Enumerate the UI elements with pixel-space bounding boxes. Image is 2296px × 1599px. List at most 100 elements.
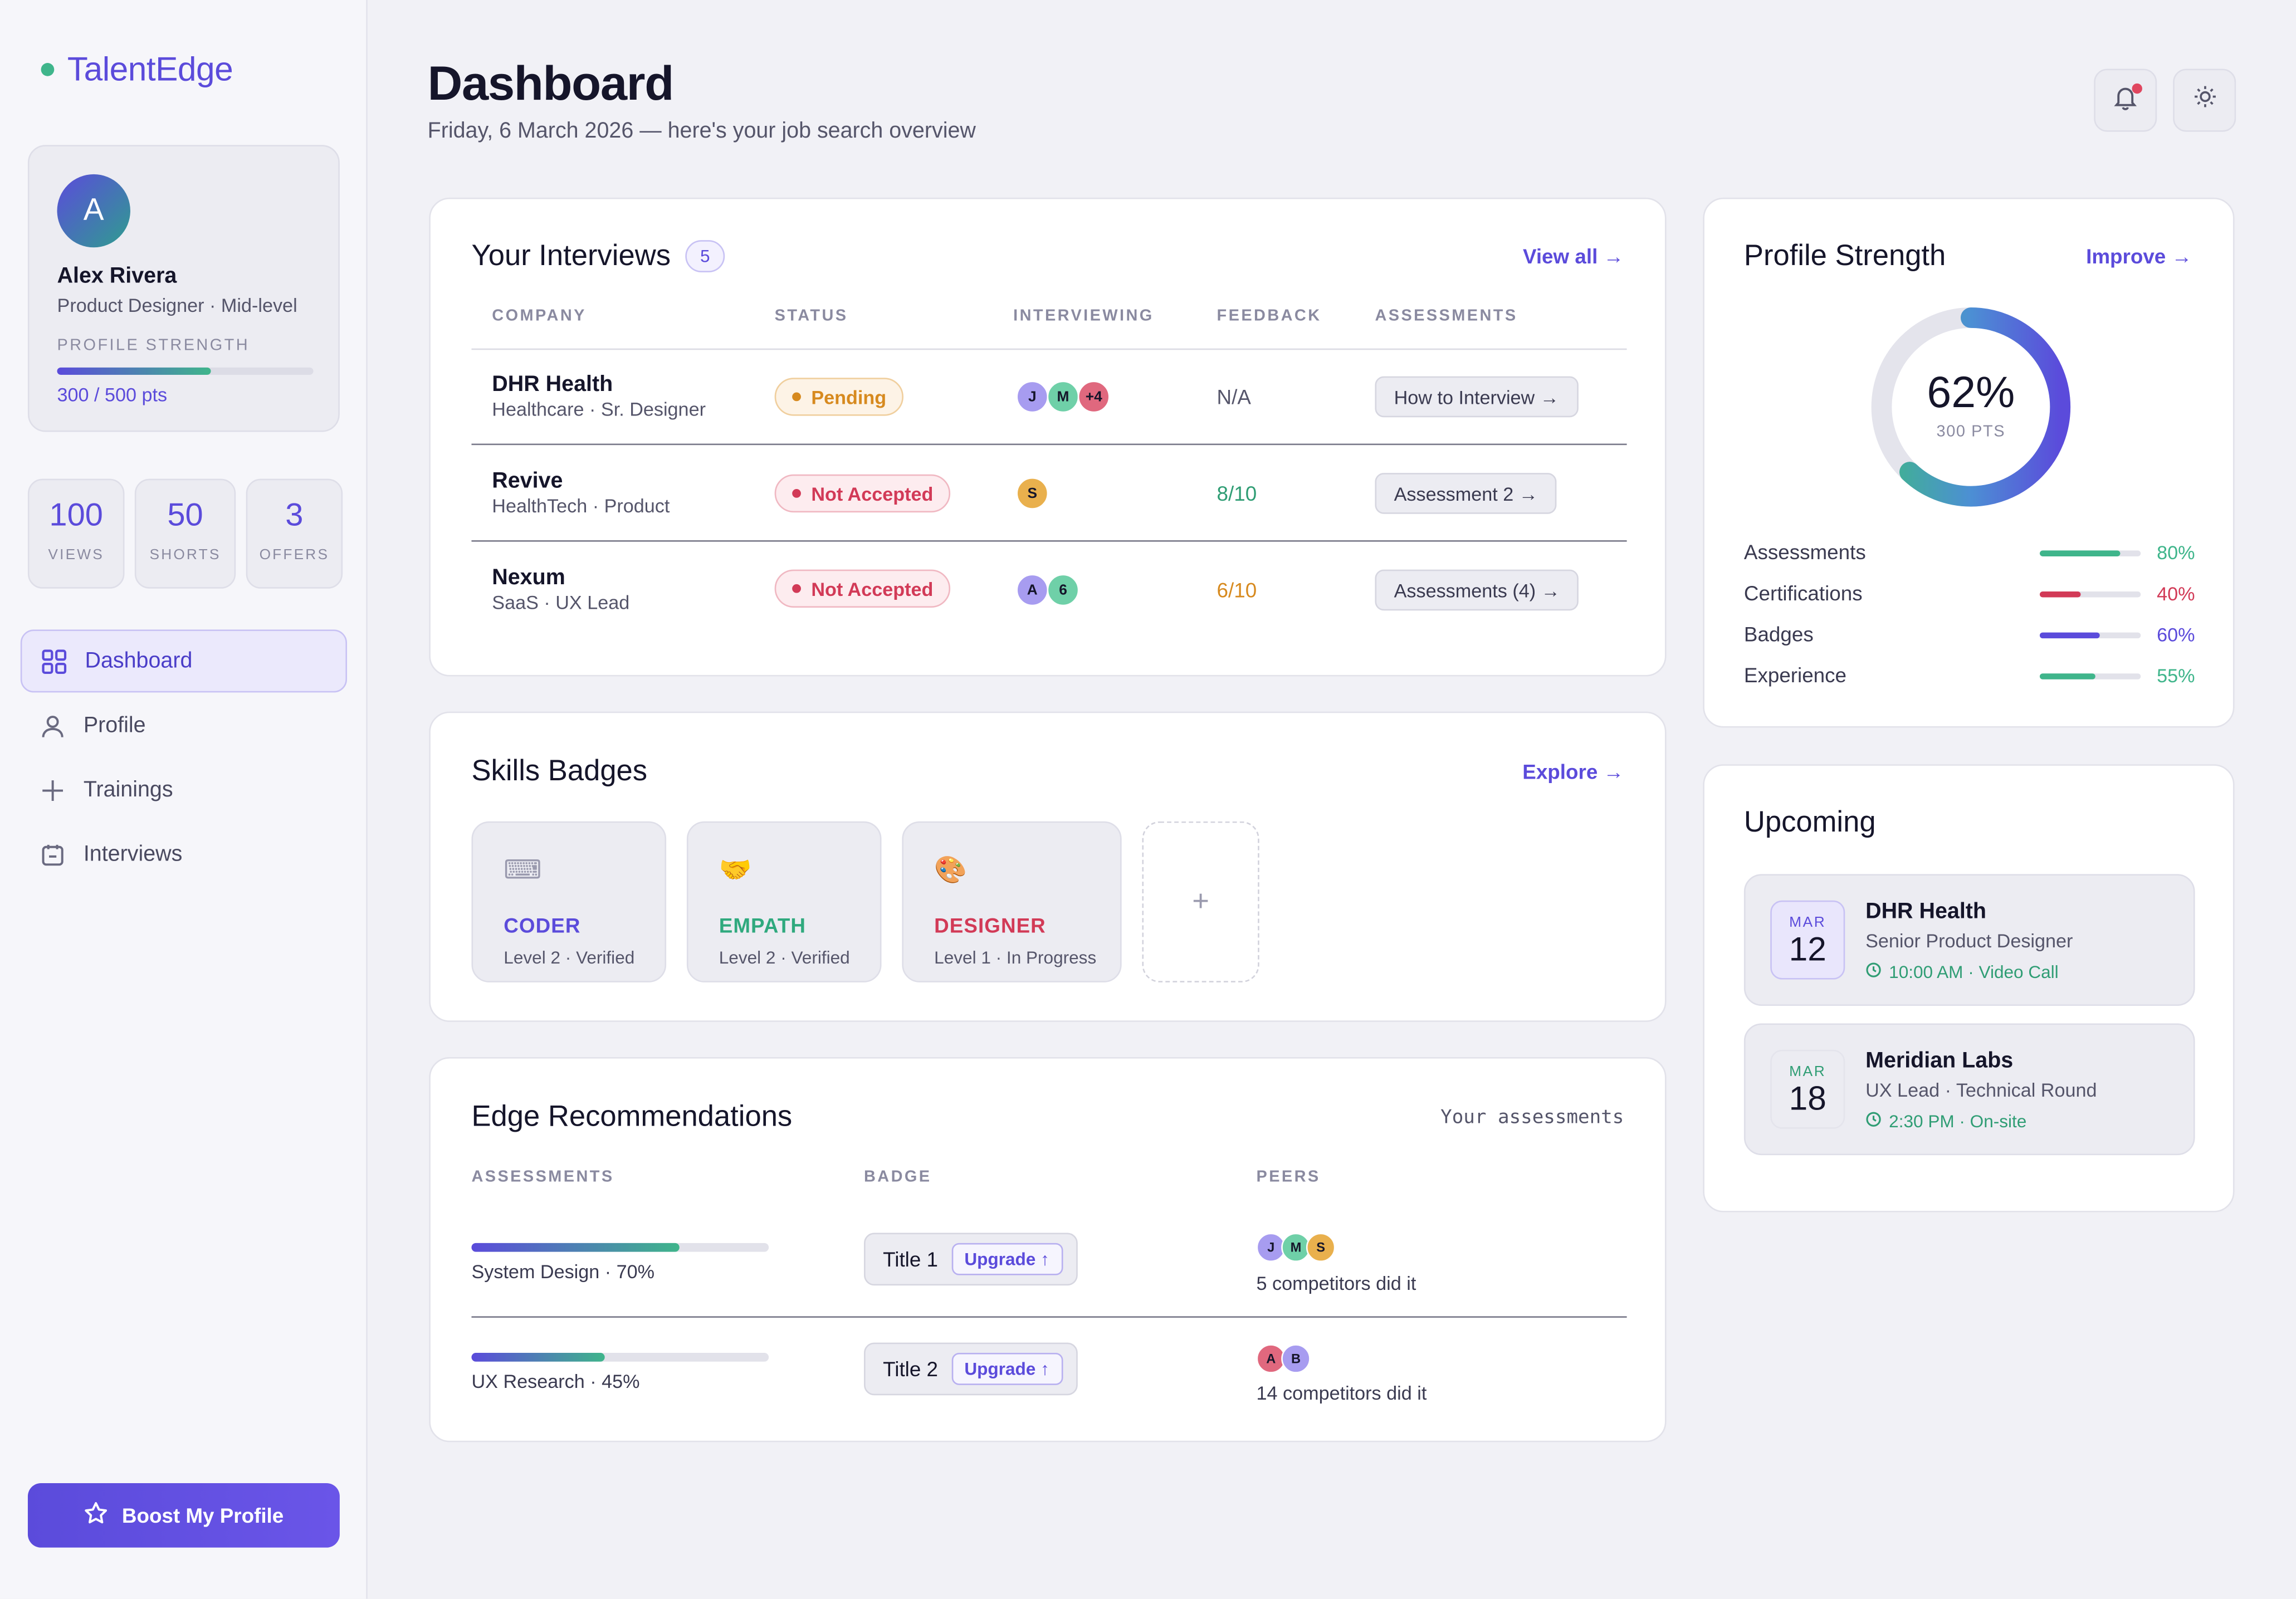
sidebar-item-trainings[interactable]: Trainings <box>21 759 347 821</box>
handshake-icon: 🤝 <box>719 855 752 884</box>
metric-bar <box>2039 673 2141 679</box>
user-icon <box>40 712 66 739</box>
clock-icon <box>1865 962 1882 982</box>
assessment-button[interactable]: Assessments (4) → <box>1375 569 1579 611</box>
status-badge: Pending <box>774 378 904 416</box>
badge-title-chip: Title 1 Upgrade ↑ <box>863 1233 1077 1286</box>
badge-title: Title 2 <box>883 1357 939 1381</box>
profile-points: 300 / 500 pts <box>57 383 168 406</box>
strength-ring: 62% 300 PTS <box>1868 305 2073 510</box>
assessment-button[interactable]: Assessment 2 → <box>1375 473 1557 514</box>
column-header-badge: BADGE <box>863 1168 932 1186</box>
explore-link[interactable]: Explore → <box>1522 760 1624 784</box>
upcoming-title: Upcoming <box>1743 806 1876 839</box>
assessment-progress-bar <box>471 1243 769 1252</box>
row-divider <box>471 540 1627 542</box>
badge-level: Level 2 · Verified <box>504 947 635 968</box>
event-date: MAR 18 <box>1770 1049 1845 1129</box>
notifications-button[interactable] <box>2094 69 2157 132</box>
table-header-divider <box>471 348 1627 350</box>
add-badge-button[interactable]: + <box>1142 821 1259 982</box>
edge-recommendations-card: Edge Recommendations Your assessments AS… <box>429 1057 1667 1442</box>
brand-name: TalentEdge <box>67 50 233 88</box>
metric-value: 60% <box>2157 623 2195 646</box>
avatar-overflow: +4 <box>1077 380 1110 413</box>
interviews-card: Your Interviews 5 View all → COMPANY STA… <box>429 197 1667 677</box>
skills-badges-card: Skills Badges Explore → ⌨ CODER Level 2 … <box>429 711 1667 1022</box>
avatar: 6 <box>1047 574 1079 607</box>
event-time-label: 2:30 PM · On-site <box>1889 1111 2027 1132</box>
assessment-progress-bar <box>471 1353 769 1362</box>
upcoming-card: Upcoming MAR 12 DHR Health Senior Produc… <box>1703 764 2235 1212</box>
metric-bar <box>2039 550 2141 556</box>
view-all-link[interactable]: View all → <box>1522 245 1624 268</box>
stat-value: 3 <box>285 496 304 533</box>
notification-dot <box>2132 83 2142 94</box>
strength-points: 300 PTS <box>1936 423 2006 441</box>
theme-toggle-button[interactable] <box>2173 69 2236 132</box>
your-assessments-link[interactable]: Your assessments <box>1440 1107 1624 1129</box>
badge-name: DESIGNER <box>934 913 1046 937</box>
metric-bar-fill <box>2039 673 2095 679</box>
column-header-company: COMPANY <box>492 307 587 325</box>
interviews-title: Your Interviews <box>471 240 671 272</box>
badge-empath[interactable]: 🤝 EMPATH Level 2 · Verified <box>686 821 882 982</box>
status-dot <box>792 489 801 498</box>
badge-coder[interactable]: ⌨ CODER Level 2 · Verified <box>471 821 667 982</box>
upgrade-button[interactable]: Upgrade ↑ <box>951 1243 1063 1275</box>
sun-icon <box>2191 84 2217 117</box>
status-dot <box>792 584 801 593</box>
feedback-score: N/A <box>1217 385 1251 409</box>
assessment-progress-fill <box>471 1243 680 1252</box>
metric-bar <box>2039 591 2141 598</box>
event-company: Meridian Labs <box>1865 1048 2014 1073</box>
assessment-progress-fill <box>471 1353 605 1362</box>
company-subtitle: SaaS · UX Lead <box>492 591 630 614</box>
event-role: UX Lead · Technical Round <box>1865 1079 2097 1101</box>
status-badge: Not Accepted <box>774 569 951 608</box>
avatar: J <box>1256 1233 1286 1263</box>
metric-badges: Badges 60% <box>1744 622 2195 652</box>
profile-strength-label: PROFILE STRENGTH <box>57 336 250 355</box>
interviews-count-badge: 5 <box>685 240 725 272</box>
stat-views[interactable]: 100 VIEWS <box>27 478 125 589</box>
badge-designer[interactable]: 🎨 DESIGNER Level 1 · In Progress <box>902 821 1122 982</box>
stat-offers[interactable]: 3 OFFERS <box>246 478 343 589</box>
strength-ring-chart <box>1871 307 2071 507</box>
palette-icon: 🎨 <box>934 855 968 884</box>
strength-percent: 62% <box>1927 369 2015 418</box>
event-date: MAR 12 <box>1770 900 1845 980</box>
upcoming-event[interactable]: MAR 18 Meridian Labs UX Lead · Technical… <box>1743 1023 2195 1156</box>
avatar: A <box>1016 574 1049 607</box>
sidebar-nav: Dashboard Profile Trainings Interviews <box>20 629 348 887</box>
metric-value: 40% <box>2157 583 2195 605</box>
sidebar-item-profile[interactable]: Profile <box>21 694 347 757</box>
brand-logo[interactable]: TalentEdge <box>41 50 233 89</box>
assessment-button[interactable]: How to Interview → <box>1375 376 1579 418</box>
upcoming-event[interactable]: MAR 12 DHR Health Senior Product Designe… <box>1743 874 2195 1006</box>
boost-profile-button[interactable]: Boost My Profile <box>27 1483 340 1548</box>
sidebar-item-label: Profile <box>83 713 146 738</box>
badge-title-chip: Title 2 Upgrade ↑ <box>863 1342 1077 1396</box>
badge-level: Level 1 · In Progress <box>934 947 1097 968</box>
improve-link[interactable]: Improve → <box>2086 245 2192 268</box>
status-label: Not Accepted <box>811 482 934 505</box>
star-icon <box>84 1501 109 1530</box>
metric-label: Assessments <box>1743 540 1866 564</box>
boost-label: Boost My Profile <box>121 1503 284 1527</box>
avatar: S <box>1306 1233 1336 1263</box>
avatar: A <box>57 174 130 248</box>
sidebar-item-dashboard[interactable]: Dashboard <box>20 629 348 693</box>
bell-icon <box>2112 83 2139 118</box>
page-subtitle: Friday, 6 March 2026 — here's your job s… <box>427 118 976 144</box>
sidebar-item-interviews[interactable]: Interviews <box>21 823 347 886</box>
profile-card[interactable]: A Alex Rivera Product Designer · Mid-lev… <box>27 145 340 432</box>
event-day: 18 <box>1789 1079 1826 1117</box>
stat-shorts[interactable]: 50 SHORTS <box>134 478 236 589</box>
event-role: Senior Product Designer <box>1865 930 2073 952</box>
metric-label: Badges <box>1743 622 1814 646</box>
metric-assessments: Assessments 80% <box>1744 540 2195 570</box>
metric-certifications: Certifications 40% <box>1744 581 2195 611</box>
upgrade-button[interactable]: Upgrade ↑ <box>951 1353 1063 1385</box>
